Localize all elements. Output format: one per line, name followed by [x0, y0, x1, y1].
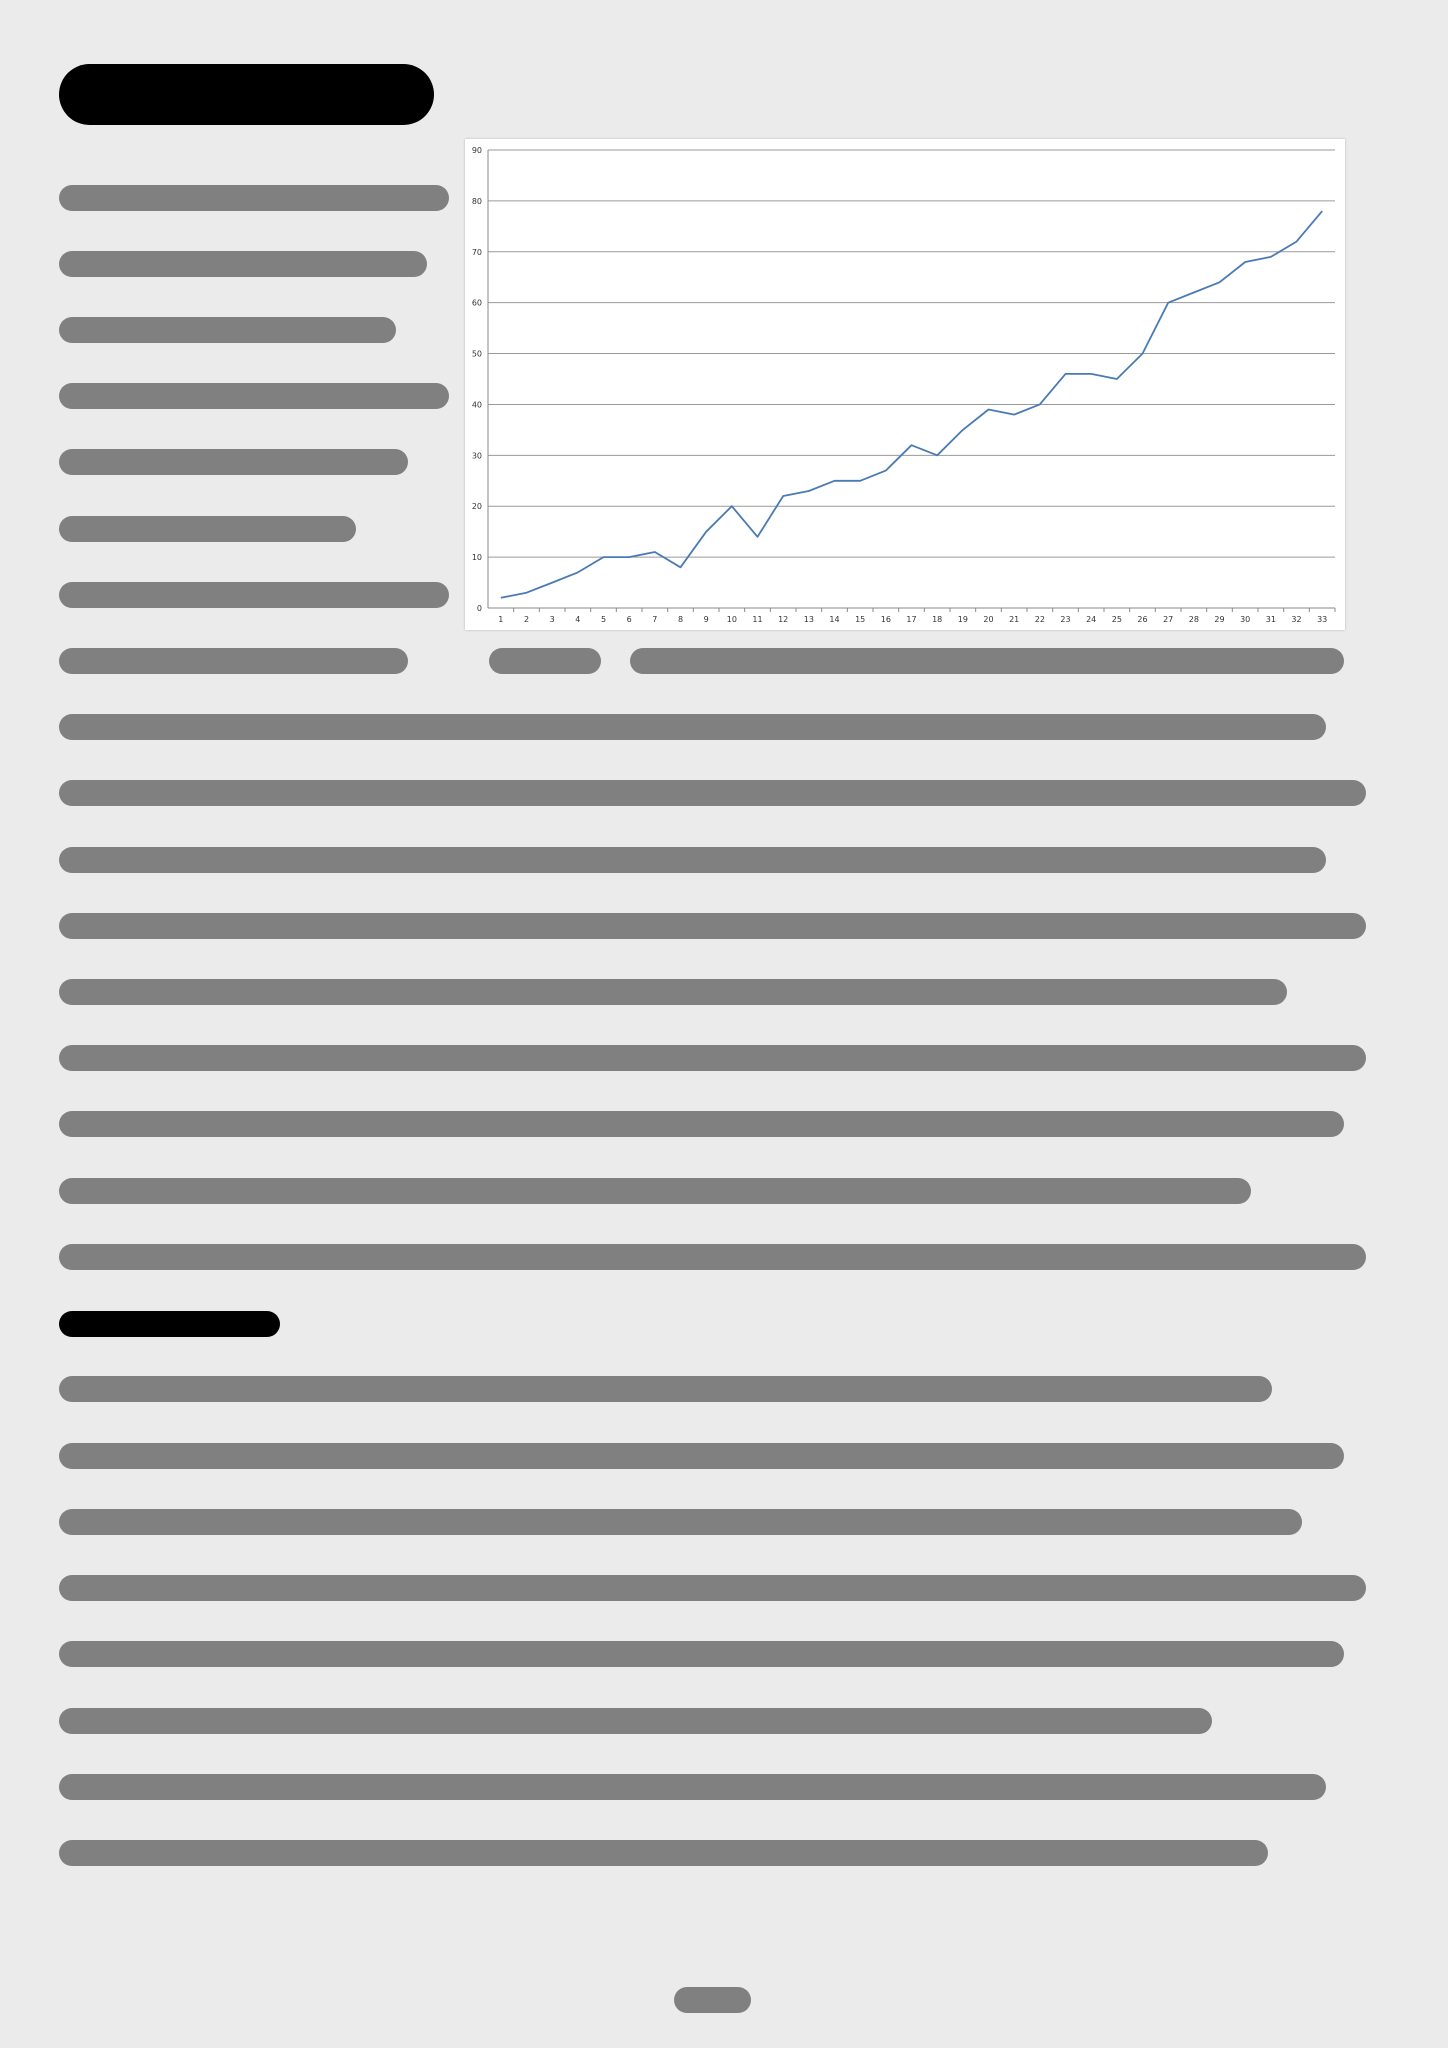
text-line	[59, 1575, 1366, 1601]
text-line	[59, 1840, 1268, 1866]
x-tick-label: 19	[958, 615, 968, 624]
text-line	[59, 1641, 1344, 1667]
x-tick-label: 14	[829, 615, 839, 624]
y-tick-label: 60	[472, 299, 482, 308]
x-tick-label: 6	[627, 615, 632, 624]
x-tick-label: 25	[1112, 615, 1122, 624]
text-line	[59, 714, 1326, 740]
x-tick-label: 13	[804, 615, 814, 624]
text-line	[59, 1045, 1366, 1071]
x-tick-label: 8	[678, 615, 683, 624]
text-line	[59, 317, 396, 343]
text-line	[59, 979, 1287, 1005]
text-line	[59, 251, 427, 277]
section-heading-redacted	[59, 1311, 280, 1337]
x-tick-label: 1	[498, 615, 503, 624]
x-tick-label: 3	[550, 615, 555, 624]
text-line	[59, 516, 356, 542]
x-tick-label: 22	[1035, 615, 1045, 624]
text-line	[59, 1376, 1272, 1402]
x-tick-label: 17	[906, 615, 916, 624]
x-tick-label: 23	[1060, 615, 1070, 624]
x-tick-label: 31	[1266, 615, 1276, 624]
x-tick-label: 2	[524, 615, 529, 624]
text-line	[59, 449, 408, 475]
y-tick-label: 20	[472, 502, 482, 511]
text-line	[59, 1111, 1344, 1137]
x-tick-label: 29	[1214, 615, 1224, 624]
x-tick-label: 7	[652, 615, 657, 624]
y-tick-label: 90	[472, 146, 482, 155]
text-line	[59, 582, 449, 608]
text-line	[59, 1244, 1366, 1270]
x-tick-label: 32	[1291, 615, 1301, 624]
figure-caption-label	[489, 648, 601, 674]
document-title-redacted	[59, 64, 434, 125]
x-tick-label: 28	[1189, 615, 1199, 624]
x-tick-label: 24	[1086, 615, 1096, 624]
x-tick-label: 9	[704, 615, 709, 624]
y-tick-label: 10	[472, 553, 482, 562]
x-tick-label: 27	[1163, 615, 1173, 624]
text-line	[59, 1509, 1302, 1535]
page-number-redacted	[674, 1987, 751, 2013]
y-tick-label: 50	[472, 350, 482, 359]
text-line	[59, 913, 1366, 939]
x-tick-label: 15	[855, 615, 865, 624]
text-line	[59, 1443, 1344, 1469]
x-tick-label: 12	[778, 615, 788, 624]
x-tick-label: 4	[575, 615, 580, 624]
y-tick-label: 0	[477, 604, 482, 613]
text-line	[59, 185, 449, 211]
text-line	[59, 847, 1326, 873]
x-tick-label: 11	[752, 615, 762, 624]
x-tick-label: 30	[1240, 615, 1250, 624]
x-tick-label: 18	[932, 615, 942, 624]
text-line	[59, 648, 408, 674]
y-tick-label: 30	[472, 451, 482, 460]
x-tick-label: 21	[1009, 615, 1019, 624]
y-tick-label: 40	[472, 400, 482, 409]
figure-caption-text	[630, 648, 1344, 674]
y-tick-label: 70	[472, 248, 482, 257]
y-tick-label: 80	[472, 197, 482, 206]
x-tick-label: 5	[601, 615, 606, 624]
x-tick-label: 26	[1137, 615, 1147, 624]
text-line	[59, 1774, 1326, 1800]
text-line	[59, 383, 449, 409]
line-chart: 0 10 20 30 40 50 60 70 80 90 1 2 3 4 5 6 7 8 9 10 11 12 13 14 15…	[465, 139, 1345, 630]
x-tick-label: 20	[983, 615, 993, 624]
x-tick-label: 33	[1317, 615, 1327, 624]
x-tick-label: 16	[881, 615, 891, 624]
text-line	[59, 780, 1366, 806]
text-line	[59, 1178, 1251, 1204]
text-line	[59, 1708, 1212, 1734]
series-line	[500, 210, 1323, 599]
x-tick-label: 10	[727, 615, 737, 624]
